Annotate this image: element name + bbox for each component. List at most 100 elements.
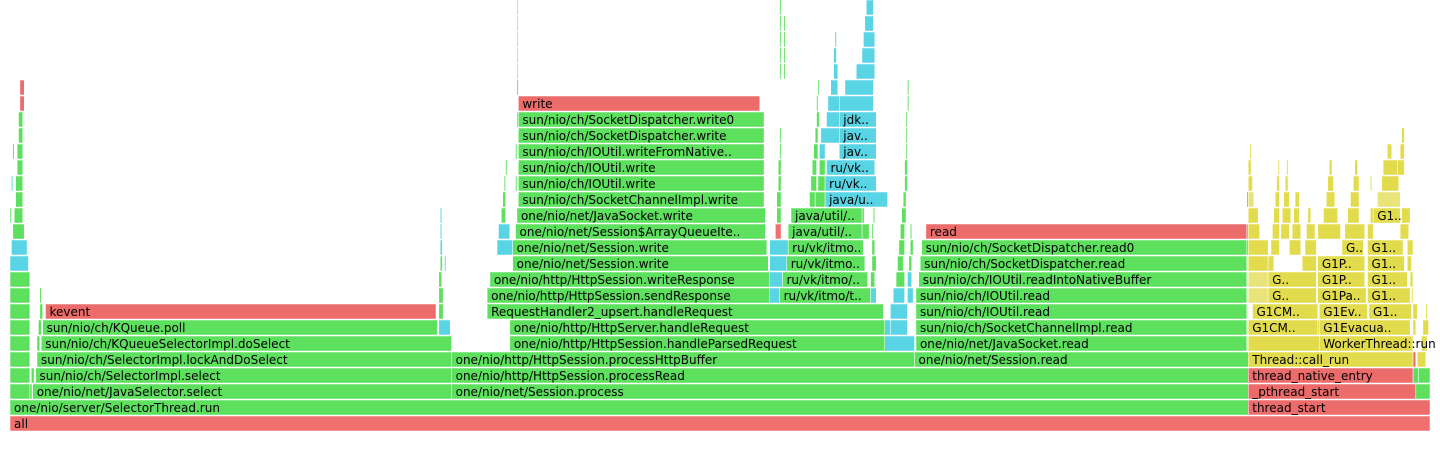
flame-frame-kevent[interactable]: kevent [45,303,437,320]
flame-frame-narrow[interactable] [1247,287,1269,304]
flame-frame-narrow[interactable] [814,127,819,144]
flame-frame-narrow[interactable] [901,207,907,224]
flame-frame-narrow[interactable] [1323,207,1338,224]
flame-frame-narrow[interactable] [31,367,35,384]
flame-frame-narrow[interactable] [861,207,865,224]
flame-frame-narrow[interactable] [9,319,31,336]
flame-frame-narrow[interactable] [769,271,783,288]
flame-frame-narrow[interactable] [1294,191,1300,208]
flame-frame-sun-nio-ch-selectorimpl-select[interactable]: sun/nio/ch/SelectorImpl.select [35,367,452,384]
flame-frame-one-nio-http-httpsession-handleparsedrequest[interactable]: one/nio/http/HttpSession.handleParsedReq… [509,335,885,352]
flame-frame-narrow[interactable] [1284,175,1289,192]
frame-bar[interactable] [839,127,877,144]
flame-frame-narrow[interactable] [776,191,782,208]
flame-frame-narrow[interactable] [501,207,506,224]
frame-bar[interactable] [36,351,452,368]
flame-frame-sun-nio-ch-ioutil-writefromnative[interactable]: sun/nio/ch/IOUtil.writeFromNative.. [518,143,765,160]
flame-frame-sun-nio-ch-ioutil-read[interactable]: sun/nio/ch/IOUtil.read [915,303,1248,320]
flame-frame-narrow[interactable] [895,271,905,288]
flame-frame-java-util[interactable]: java/util/.. [790,207,863,224]
flame-frame-narrow[interactable] [907,79,910,96]
flame-frame-narrow[interactable] [1409,271,1414,288]
flame-frame-narrow[interactable] [38,319,42,336]
flame-frame-sun-nio-ch-ioutil-readintonativebuffer[interactable]: sun/nio/ch/IOUtil.readIntoNativeBuffer [918,271,1248,288]
flame-frame-one-nio-net-session-write[interactable]: one/nio/net/Session.write [512,239,768,256]
flame-frame-narrow[interactable] [1412,367,1419,384]
flame-frame-narrow[interactable] [1317,223,1341,240]
flame-frame-narrow[interactable] [1247,223,1260,240]
flame-frame-narrow[interactable] [1274,191,1280,208]
flame-frame-narrow[interactable] [1381,175,1400,192]
flame-frame-narrow[interactable] [1304,239,1317,256]
flame-frame-one-nio-http-httpsession-processread[interactable]: one/nio/http/HttpSession.processRead [451,367,1249,384]
flame-frame-narrow[interactable] [1397,159,1405,176]
frame-bar[interactable] [512,255,769,272]
frame-bar[interactable] [779,287,871,304]
flame-frame-narrow[interactable] [516,0,519,16]
flame-frame-narrow[interactable] [1272,223,1280,240]
flame-frame-g1[interactable]: G1.. [1367,255,1405,272]
frame-bar[interactable] [1247,367,1414,384]
flame-frame-jdk[interactable]: jdk.. [839,111,877,128]
flame-frame-sun-nio-ch-kqueue-poll[interactable]: sun/nio/ch/KQueue.poll [42,319,438,336]
frame-bar[interactable] [1317,271,1365,288]
frame-bar[interactable] [509,335,885,352]
flame-frame-narrow[interactable] [29,383,33,400]
flame-frame-narrow[interactable] [1377,191,1401,208]
flame-frame-narrow[interactable] [502,191,506,208]
flame-frame-ru-vk-itmo[interactable]: ru/vk/itmo.. [787,239,864,256]
flame-frame-narrow[interactable] [769,239,789,256]
flame-frame-narrow[interactable] [1399,223,1409,240]
frame-bar[interactable] [1367,287,1411,304]
flame-frame-g1cm[interactable]: G1CM.. [1247,319,1319,336]
frame-bar[interactable] [509,319,885,336]
frame-bar[interactable] [32,383,452,400]
frame-bar[interactable] [1267,271,1317,288]
flame-frame-g[interactable]: G.. [1267,287,1317,304]
flame-frame-ru-vk-itmo[interactable]: ru/vk/itmo/.. [782,271,868,288]
flame-frame-narrow[interactable] [1412,319,1417,336]
flame-frame-narrow[interactable] [813,143,819,160]
flame-frame-narrow[interactable] [817,79,820,96]
frame-bar[interactable] [1247,383,1417,400]
flame-frame-narrow[interactable] [1247,239,1269,256]
flame-frame-narrow[interactable] [1247,191,1255,208]
flame-frame-narrow[interactable] [1267,255,1275,272]
flame-frame-narrow[interactable] [871,239,876,256]
flame-frame-narrow[interactable] [503,175,506,192]
flame-frame-narrow[interactable] [871,223,874,240]
frame-bar[interactable] [512,239,768,256]
flame-frame-java-util[interactable]: java/util/.. [787,223,863,240]
flame-frame-narrow[interactable] [1399,143,1405,160]
flame-frame-narrow[interactable] [890,303,908,320]
flame-frame-one-nio-http-httpsession-writeresponse[interactable]: one/nio/http/HttpSession.writeResponse [489,271,770,288]
flame-frame-g1p[interactable]: G1P.. [1317,255,1365,272]
flame-frame-narrow[interactable] [776,207,782,224]
flame-frame-narrow[interactable] [1354,159,1358,176]
flame-frame-narrow[interactable] [18,111,24,128]
flame-frame-jav[interactable]: jav.. [839,143,877,160]
flame-frame-narrow[interactable] [905,127,908,144]
frame-bar[interactable] [1318,303,1368,320]
frame-bar[interactable] [1267,287,1317,304]
flame-frame-one-nio-http-httpserver-handlerequest[interactable]: one/nio/http/HttpServer.handleRequest [509,319,885,336]
flame-frame-jav[interactable]: jav.. [839,127,877,144]
flame-frame-narrow[interactable] [873,207,876,224]
frame-bar[interactable] [518,111,765,128]
flame-frame-narrow[interactable] [1270,239,1280,256]
flame-frame-narrow[interactable] [9,303,31,320]
flame-frame-narrow[interactable] [1387,143,1392,160]
flame-frame-narrow[interactable] [908,255,912,272]
flame-frame-read[interactable]: read [925,223,1248,240]
flame-frame-narrow[interactable] [833,47,837,64]
flame-frame-narrow[interactable] [900,223,905,240]
frame-bar[interactable] [787,239,864,256]
flame-frame-narrow[interactable] [839,95,874,112]
frame-bar[interactable] [451,383,1249,400]
flame-frame-narrow[interactable] [516,15,519,32]
flame-frame-one-nio-net-javasocket-read[interactable]: one/nio/net/JavaSocket.read [915,335,1248,352]
flame-frame-narrow[interactable] [11,175,14,192]
frame-bar[interactable] [1368,303,1412,320]
flame-frame-narrow[interactable] [814,191,826,208]
flame-frame-g[interactable]: G.. [1267,271,1317,288]
